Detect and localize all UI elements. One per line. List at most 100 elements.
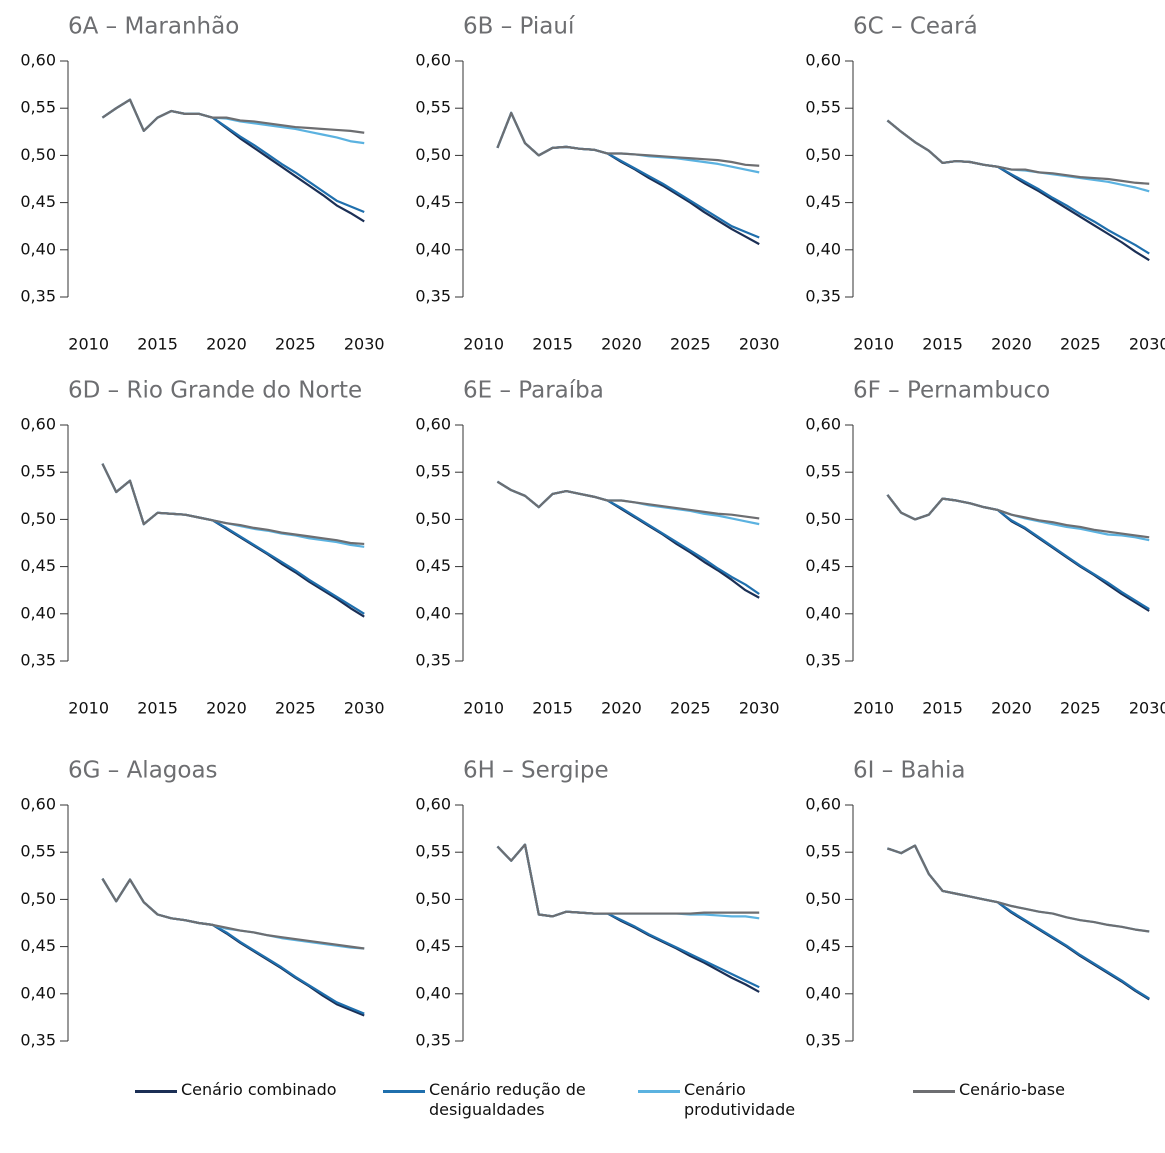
chart-title: 6H – Sergipe bbox=[463, 758, 609, 784]
y-tick-label: 0,55 bbox=[20, 462, 56, 481]
y-tick-label: 0,40 bbox=[20, 603, 56, 622]
x-tick-label: 2020 bbox=[206, 699, 247, 718]
y-tick-label: 0,45 bbox=[415, 556, 451, 575]
y-tick-label: 0,60 bbox=[805, 51, 841, 70]
y-tick-label: 0,60 bbox=[20, 795, 56, 814]
y-tick-label: 0,50 bbox=[415, 145, 451, 164]
x-tick-label: 2020 bbox=[601, 699, 642, 718]
y-tick-label: 0,55 bbox=[415, 842, 451, 861]
y-tick-label: 0,35 bbox=[415, 1031, 451, 1050]
y-tick-label: 0,50 bbox=[20, 889, 56, 908]
chart-title: 6D – Rio Grande do Norte bbox=[68, 378, 362, 404]
y-tick-label: 0,35 bbox=[415, 287, 451, 306]
y-tick-label: 0,35 bbox=[20, 1031, 56, 1050]
x-tick-label: 2025 bbox=[1060, 699, 1101, 718]
y-tick-label: 0,40 bbox=[805, 603, 841, 622]
y-tick-label: 0,35 bbox=[805, 287, 841, 306]
y-tick-label: 0,60 bbox=[20, 51, 56, 70]
chart-title: 6B – Piauí bbox=[463, 14, 575, 40]
legend-label: Cenário redução de desigualdades bbox=[429, 1080, 586, 1119]
series-line bbox=[886, 494, 1150, 539]
series-line bbox=[496, 480, 760, 520]
series-line bbox=[496, 843, 760, 918]
y-tick-label: 0,55 bbox=[20, 842, 56, 861]
y-tick-label: 0,55 bbox=[20, 98, 56, 117]
x-tick-label: 2030 bbox=[739, 699, 780, 718]
x-tick-label: 2010 bbox=[68, 699, 109, 718]
y-tick-label: 0,40 bbox=[415, 239, 451, 258]
y-tick-label: 0,35 bbox=[805, 651, 841, 670]
x-tick-label: 2025 bbox=[670, 335, 711, 354]
y-tick-label: 0,60 bbox=[805, 415, 841, 434]
chart-title: 6F – Pernambuco bbox=[853, 378, 1050, 404]
series-line bbox=[496, 111, 760, 167]
x-tick-label: 2030 bbox=[1129, 335, 1165, 354]
legend-swatch bbox=[135, 1090, 177, 1093]
x-tick-label: 2010 bbox=[853, 699, 894, 718]
series-line bbox=[887, 844, 1150, 933]
series-line bbox=[886, 494, 1150, 542]
y-tick-label: 0,50 bbox=[20, 509, 56, 528]
x-tick-label: 2020 bbox=[601, 335, 642, 354]
x-tick-label: 2030 bbox=[344, 335, 385, 354]
series-line bbox=[101, 98, 365, 145]
y-tick-label: 0,45 bbox=[805, 556, 841, 575]
series-line bbox=[496, 111, 760, 246]
series-line bbox=[101, 463, 365, 546]
series-line bbox=[496, 480, 760, 526]
x-tick-label: 2015 bbox=[532, 335, 573, 354]
x-tick-label: 2015 bbox=[532, 699, 573, 718]
chart-title: 6C – Ceará bbox=[853, 14, 978, 40]
y-tick-label: 0,35 bbox=[20, 287, 56, 306]
y-tick-label: 0,45 bbox=[415, 936, 451, 955]
y-tick-label: 0,45 bbox=[20, 936, 56, 955]
y-tick-label: 0,45 bbox=[20, 192, 56, 211]
y-tick-label: 0,60 bbox=[415, 415, 451, 434]
y-tick-label: 0,60 bbox=[415, 795, 451, 814]
y-tick-label: 0,40 bbox=[415, 603, 451, 622]
y-tick-label: 0,50 bbox=[415, 889, 451, 908]
x-tick-label: 2015 bbox=[922, 699, 963, 718]
y-tick-label: 0,45 bbox=[415, 192, 451, 211]
legend-item: Cenário combinado bbox=[135, 1080, 337, 1100]
x-tick-label: 2010 bbox=[463, 699, 504, 718]
y-tick-label: 0,40 bbox=[20, 239, 56, 258]
x-tick-label: 2010 bbox=[853, 335, 894, 354]
y-tick-label: 0,40 bbox=[20, 983, 56, 1002]
x-tick-label: 2025 bbox=[275, 699, 316, 718]
y-tick-label: 0,40 bbox=[805, 239, 841, 258]
y-tick-label: 0,55 bbox=[805, 98, 841, 117]
series-line bbox=[496, 111, 760, 174]
y-tick-label: 0,55 bbox=[805, 842, 841, 861]
x-tick-label: 2030 bbox=[739, 335, 780, 354]
x-tick-label: 2020 bbox=[991, 699, 1032, 718]
x-tick-label: 2020 bbox=[206, 335, 247, 354]
y-tick-label: 0,55 bbox=[415, 462, 451, 481]
y-tick-label: 0,35 bbox=[415, 651, 451, 670]
y-tick-label: 0,55 bbox=[805, 462, 841, 481]
x-tick-label: 2010 bbox=[68, 335, 109, 354]
series-line bbox=[496, 480, 760, 595]
legend-swatch bbox=[383, 1090, 425, 1093]
x-tick-label: 2025 bbox=[1060, 335, 1101, 354]
chart-title: 6I – Bahia bbox=[853, 758, 965, 784]
y-tick-label: 0,60 bbox=[20, 415, 56, 434]
series-line bbox=[886, 494, 1150, 612]
x-tick-label: 2030 bbox=[1129, 699, 1165, 718]
x-tick-label: 2025 bbox=[275, 335, 316, 354]
x-tick-label: 2025 bbox=[670, 699, 711, 718]
y-tick-label: 0,40 bbox=[805, 983, 841, 1002]
y-tick-label: 0,50 bbox=[415, 509, 451, 528]
y-tick-label: 0,55 bbox=[415, 98, 451, 117]
y-tick-label: 0,45 bbox=[805, 192, 841, 211]
legend-item: Cenário-base bbox=[913, 1080, 1065, 1100]
legend-item: Cenário produtividade bbox=[638, 1080, 844, 1120]
legend-swatch bbox=[913, 1090, 955, 1093]
y-tick-label: 0,40 bbox=[415, 983, 451, 1002]
legend-label: Cenário produtividade bbox=[684, 1080, 796, 1119]
legend-item: Cenário redução de desigualdades bbox=[383, 1080, 589, 1120]
series-line bbox=[887, 844, 1150, 933]
series-line bbox=[496, 843, 760, 993]
y-tick-label: 0,35 bbox=[20, 651, 56, 670]
